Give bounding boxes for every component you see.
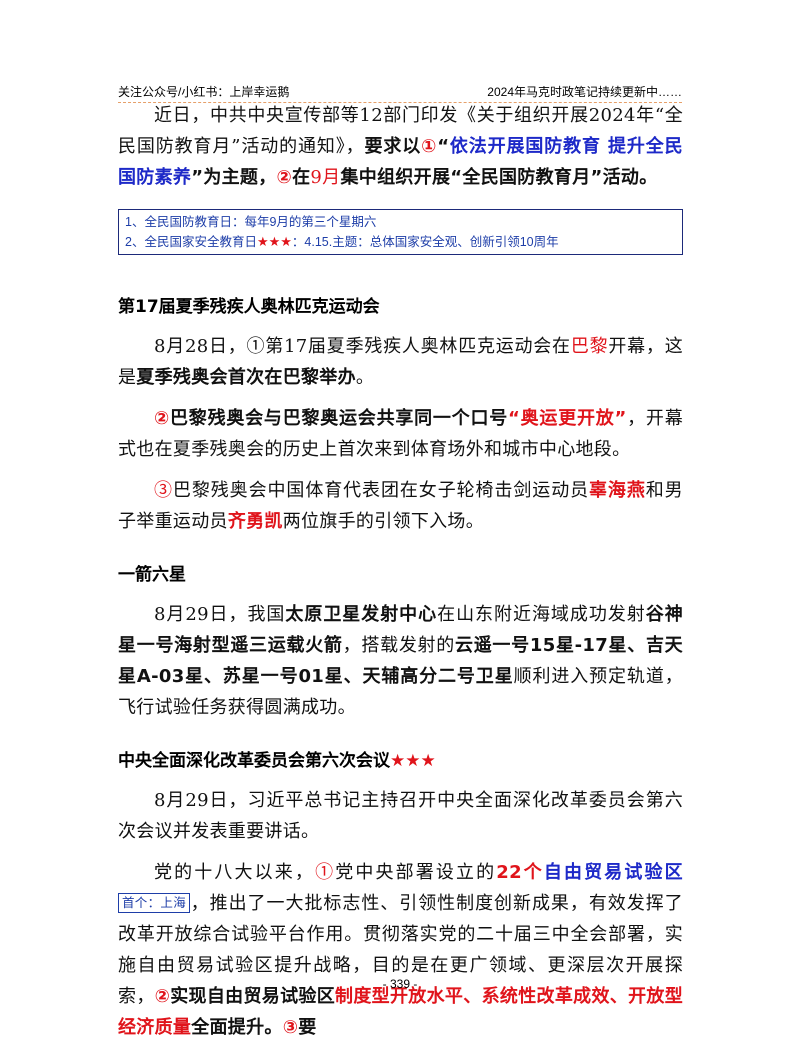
p-text: 和男子举重运动员 [118,480,683,532]
marker-1: ① [315,862,336,883]
intro-text: 近日，中共中央宣传部等12部门印发《关于组织开展2024年“全民国防教育月”活动… [118,105,683,157]
p-bold: 全面提升。 [191,1017,283,1038]
highlight-count: 22个 [496,862,544,883]
intro-bold: 要求以 [364,136,422,157]
paralympics-paragraph-3: ③巴黎残奥会中国体育代表团在女子轮椅击剑运动员辜海燕和男子举重运动员齐勇凯两位旗… [118,475,683,537]
note-line-1: 1、全民国防教育日：每年9月的第三个星期六 [125,215,377,229]
highlight-name: 辜海燕 [589,480,646,501]
p-text: 党中央部署设立的 [335,862,497,883]
highlight-name: 齐勇凯 [227,511,283,532]
p-text: 党的十八大以来， [154,862,316,883]
p-bold: 太原卫星发射中心 [285,604,438,625]
marker-2: ② [154,986,171,1007]
intro-marker-1: ① [421,136,438,157]
intro-paragraph: 近日，中共中央宣传部等12部门印发《关于组织开展2024年“全民国防教育月”活动… [118,100,683,193]
p-text: 8月28日， [154,336,247,357]
header-right-text: 2024年马克时政笔记持续更新中…… [487,85,682,99]
header-left-text: 关注公众号/小红书：上岸幸运鹅 [118,85,290,99]
marker-2: ② [154,408,171,429]
section-title-reform-commission: 中央全面深化改革委员会第六次会议★★★ [118,749,683,773]
rocket-paragraph: 8月29日，我国太原卫星发射中心在山东附近海域成功发射谷神星一号海射型遥三运载火… [118,599,683,723]
p-text: 顺利进入预定轨道，飞行试验任务获得圆满成功。 [118,666,684,718]
p-text: ，开幕式也在夏季残奥会的历史上首次来到体育场外和城市中心地段。 [118,408,684,460]
note-line-2-label: 2、全民国家安全教育日 [125,235,257,249]
page-header: 关注公众号/小红书：上岸幸运鹅 2024年马克时政笔记持续更新中…… [118,80,682,103]
p-bold: 夏季残奥会首次在巴黎举办 [136,367,356,388]
star-icon: ★★★ [390,751,436,771]
p-bold: 谷神星一号海射型遥三运载火箭 [118,604,683,656]
p-text: 8月29日，我国 [154,604,286,625]
p-text: 开幕，这是 [118,336,683,388]
paralympics-paragraph-1: 8月28日，①第17届夏季残疾人奥林匹克运动会在巴黎开幕，这是夏季残奥会首次在巴… [118,331,683,393]
star-icon: ★★★ [256,234,292,249]
reform-paragraph-1: 8月29日，习近平总书记主持召开中央全面深化改革委员会第六次会议并发表重要讲话。 [118,790,683,842]
section-title-text: 中央全面深化改革委员会第六次会议 [118,751,390,771]
marker-3: ③ [154,480,173,501]
intro-theme: 依法开展国防教育 提升全民国防素养 [118,136,683,188]
note-line-2-detail: ：4.15.主题：总体国家安全观、创新引领10周年 [291,235,559,249]
section-title-one-rocket-six-satellites: 一箭六星 [118,565,186,585]
p-text: 两位旗手的引领下入场。 [282,511,485,532]
reform-paragraph-2: 党的十八大以来，①党中央部署设立的22个自由贸易试验区首个：上海 ，推出了一大批标… [118,857,683,1043]
intro-quote-open: “ [437,136,450,157]
highlight-slogan: “奥运更开放” [508,408,627,429]
intro-bold-2: ”为主题， [191,167,277,188]
highlight-goals: 制度型开放水平、系统性改革成效、开放型经济质量 [118,986,684,1038]
p-text: ，搭载发射的 [342,635,455,656]
intro-bold-3: 在 [292,167,311,188]
page-content: 近日，中共中央宣传部等12部门印发《关于组织开展2024年“全民国防教育月”活动… [118,100,683,1043]
p-text: 。 [355,367,375,388]
p-bold: 要 [298,1017,317,1038]
p-bold: 云遥一号15星-17星、吉天星A-03星、苏星一号01星、天辅高分二号卫星 [118,635,683,687]
p-text: ，推出了一大批标志性、引领性制度创新成果，有效发挥了改革开放综合试验平台作用。贯… [118,893,683,1007]
p-bold: 实现自由贸易试验区 [170,986,336,1007]
paralympics-paragraph-2: ②巴黎残奥会与巴黎奥运会共享同一个口号“奥运更开放”，开幕式也在夏季残奥会的历史… [118,403,683,465]
highlight-ftz: 自由贸易试验区 [543,862,683,883]
intro-bold-4: 集中组织开展“全民国防教育月”活动。 [340,167,658,188]
p-bold: 巴黎残奥会与巴黎奥运会共享同一个口号 [170,408,509,429]
intro-month: 9月 [310,167,341,188]
note-line-2: 2、全民国家安全教育日★★★：4.15.主题：总体国家安全观、创新引领10周年 [125,232,676,252]
p-text: 巴黎残奥会中国体育代表团在女子轮椅击剑运动员 [172,480,590,501]
highlight-paris: 巴黎 [570,336,609,357]
p-text: ①第17届夏季残疾人奥林匹克运动会在 [246,336,571,357]
section-title-paralympics: 第17届夏季残疾人奥林匹克运动会 [118,297,380,317]
annotation-tag: 首个：上海 [118,893,191,913]
marker-3: ③ [282,1017,299,1038]
p-text: 在山东附近海域成功发射 [437,604,646,625]
page-number: - 339 - [382,977,418,991]
note-box: 1、全民国防教育日：每年9月的第三个星期六 2、全民国家安全教育日★★★：4.1… [118,209,683,255]
intro-marker-2: ② [276,167,293,188]
